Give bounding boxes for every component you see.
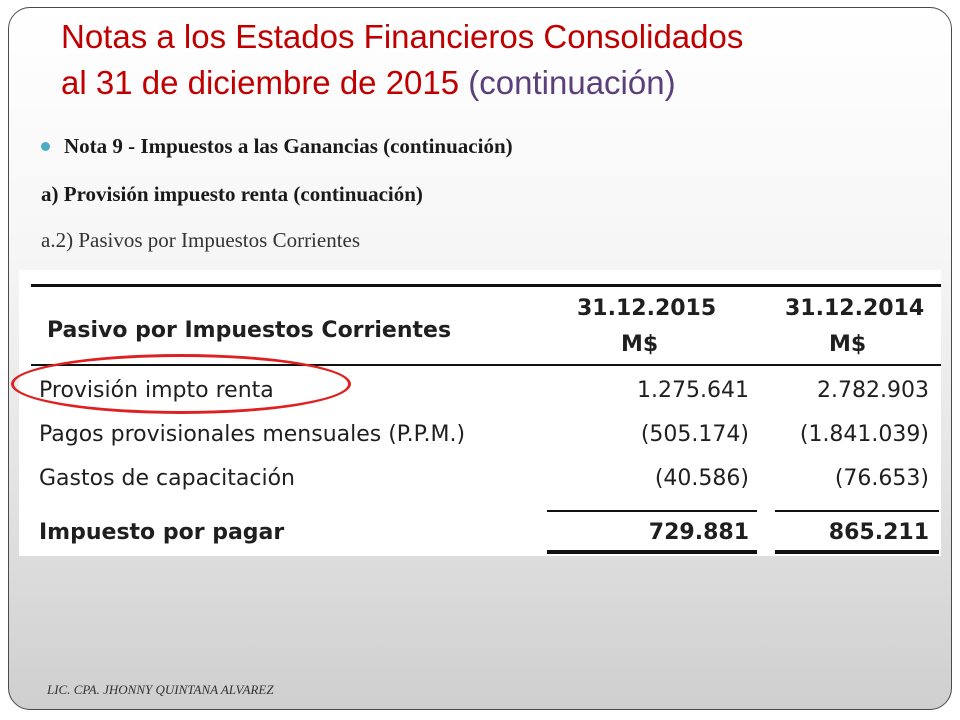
title-line-2: al 31 de diciembre de 2015 xyxy=(61,64,460,101)
total-col1-value: 729.881 xyxy=(648,520,749,545)
bullet-text: Nota 9 - Impuestos a las Ganancias (cont… xyxy=(64,134,513,158)
row-col1-value: (40.586) xyxy=(654,466,749,491)
total-label: Impuesto por pagar xyxy=(39,520,285,545)
row-col2-value: 2.782.903 xyxy=(817,378,929,403)
subtotal-rule-col2 xyxy=(775,510,939,512)
total-double-rule-col1 xyxy=(547,550,757,554)
row-col1-value: (505.174) xyxy=(640,422,749,447)
table-header-rule xyxy=(31,364,941,366)
header-col2-unit: M$ xyxy=(829,332,867,357)
subheading-a2: a.2) Pasivos por Impuestos Corrientes xyxy=(41,228,361,252)
row-label: Pagos provisionales mensuales (P.P.M.) xyxy=(39,422,466,447)
header-col1-date: 31.12.2015 xyxy=(577,296,717,321)
total-double-rule-col2 xyxy=(775,550,939,554)
tax-liabilities-table: Pasivo por Impuestos Corrientes 31.12.20… xyxy=(11,270,941,556)
row-col1-value: 1.275.641 xyxy=(637,378,749,403)
highlight-ellipse xyxy=(11,354,351,414)
slide-title: Notas a los Estados Financieros Consolid… xyxy=(61,14,941,106)
total-col2-value: 865.211 xyxy=(828,520,929,545)
table-top-rule xyxy=(31,284,941,287)
title-line-1: Notas a los Estados Financieros Consolid… xyxy=(61,18,744,55)
bullet-note-9: Nota 9 - Impuestos a las Ganancias (cont… xyxy=(41,134,513,159)
subheading-a: a) Provisión impuesto renta (continuació… xyxy=(41,182,423,206)
footer-author: LIC. CPA. JHONNY QUINTANA ALVAREZ xyxy=(47,682,274,697)
header-col2-date: 31.12.2014 xyxy=(785,296,925,321)
title-suffix: (continuación) xyxy=(468,64,676,101)
header-label: Pasivo por Impuestos Corrientes xyxy=(47,318,452,343)
row-col2-value: (1.841.039) xyxy=(799,422,929,447)
row-col2-value: (76.653) xyxy=(834,466,929,491)
slide: Notas a los Estados Financieros Consolid… xyxy=(8,7,952,710)
header-col1-unit: M$ xyxy=(621,332,659,357)
bullet-dot-icon xyxy=(41,142,50,151)
row-label: Gastos de capacitación xyxy=(39,466,295,491)
subtotal-rule-col1 xyxy=(547,510,757,512)
